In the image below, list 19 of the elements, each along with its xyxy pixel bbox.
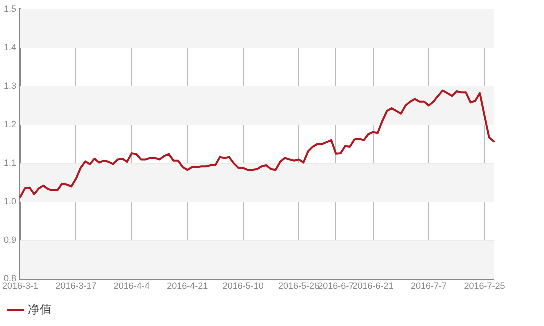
x-tick-label: 2016-4-4 — [114, 281, 150, 292]
y-tick-label: 1.1 — [4, 158, 17, 168]
y-tick-label: 1.4 — [4, 42, 17, 52]
x-tick-label: 2016-7-25 — [464, 281, 506, 292]
x-tick-label: 2016-3-17 — [56, 281, 97, 292]
x-tick-label: 2016-7-7 — [410, 281, 448, 292]
y-tick-label: 0.9 — [4, 235, 17, 246]
y-tick-label: 1.2 — [4, 120, 17, 130]
x-tick-label: 2016-5-10 — [222, 281, 264, 292]
y-tick-label: 0.8 — [4, 274, 17, 284]
legend-label: 净值 — [28, 302, 52, 316]
x-tick-label: 2016-3-1 — [2, 281, 39, 292]
x-tick-label: 2016-6-7 — [318, 281, 354, 292]
y-tick-label: 1.5 — [4, 4, 17, 14]
y-tick-label: 1.0 — [4, 196, 17, 207]
x-tick-label: 2016-5-26 — [278, 281, 320, 292]
y-tick-label: 1.3 — [4, 80, 17, 91]
x-tick-label: 2016-4-21 — [167, 281, 208, 292]
x-tick-label: 2016-6-21 — [352, 281, 394, 292]
